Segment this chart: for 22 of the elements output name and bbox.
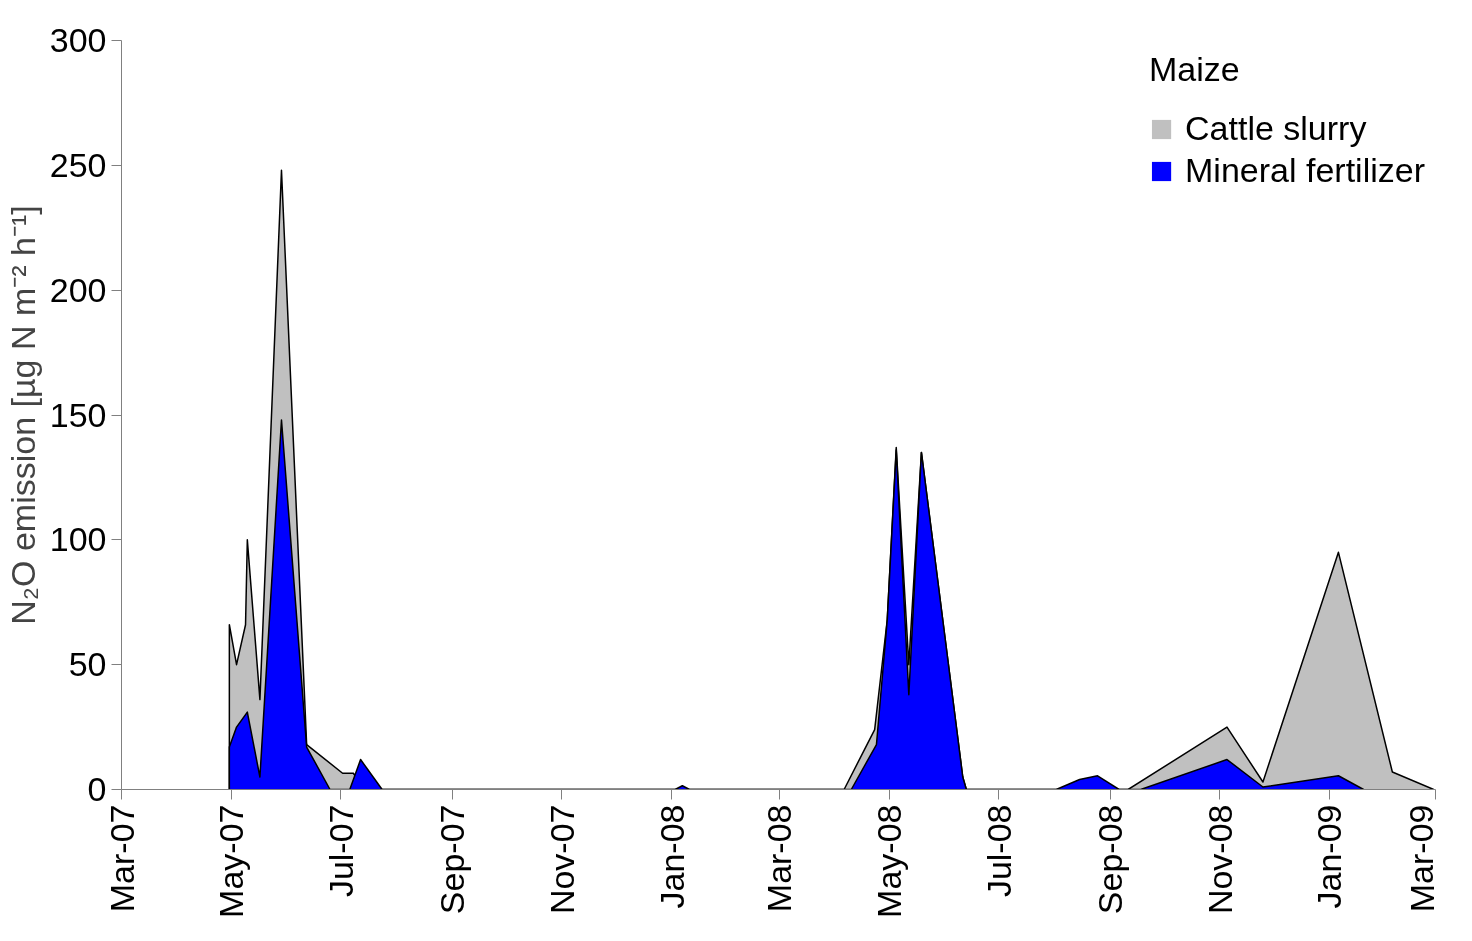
legend-title: Maize: [1149, 50, 1241, 89]
x-tick-label: Mar-08: [760, 804, 799, 913]
x-tick-label: Jul-08: [979, 804, 1018, 898]
y-tick-label: 150: [49, 395, 107, 434]
y-tick-label: 300: [49, 21, 107, 59]
x-tick-label: Nov-08: [1200, 804, 1239, 915]
x-tick-label: Mar-09: [1402, 804, 1441, 913]
y-tick-label: 250: [49, 145, 107, 184]
x-tick-label: Sep-07: [433, 804, 472, 915]
x-tick-label: Nov-07: [542, 804, 581, 915]
y-axis-title: N₂O emission [µg N m⁻² h⁻¹]: [3, 205, 42, 625]
x-tick-label: May-07: [212, 804, 251, 918]
x-tick-label: Sep-08: [1091, 804, 1130, 915]
legend-label: Cattle slurry: [1185, 109, 1367, 148]
x-tick-label: Jan-09: [1310, 804, 1349, 909]
legend-label: Mineral fertilizer: [1185, 151, 1425, 190]
y-tick-label: 200: [49, 270, 107, 309]
y-tick-label: 100: [49, 520, 107, 559]
x-tick-label: May-08: [870, 804, 909, 918]
x-tick-label: Jan-08: [652, 804, 691, 909]
x-tick-label: Jul-07: [321, 804, 360, 898]
y-tick-label: 50: [68, 645, 107, 684]
